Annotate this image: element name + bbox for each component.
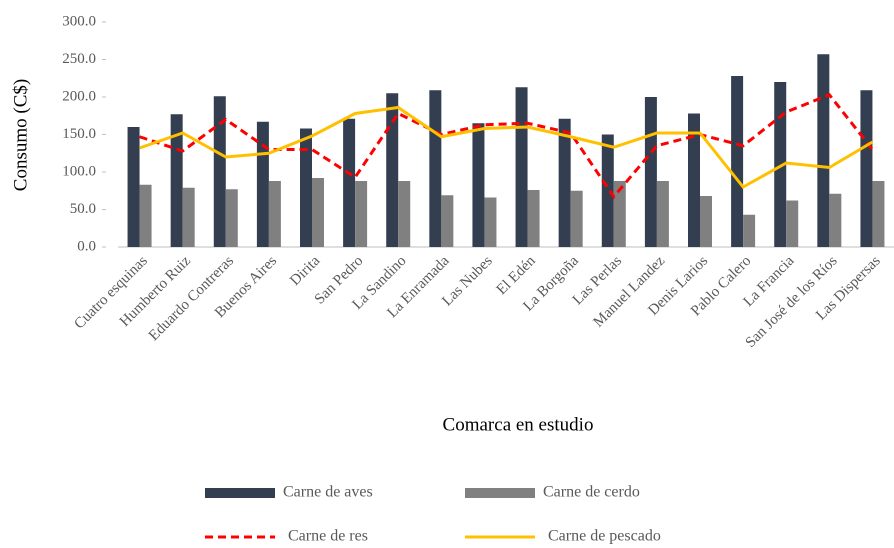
y-tick-label: 200.0 (62, 88, 96, 104)
bar (268, 181, 281, 247)
bar (688, 113, 700, 247)
line (139, 105, 874, 189)
bar (386, 93, 399, 247)
bar (656, 181, 669, 247)
legend-label: Carne de aves (283, 484, 373, 501)
bar (644, 97, 657, 247)
bar (817, 54, 830, 247)
bar (570, 190, 583, 247)
x-tick-label: Cuatro esquinas (71, 253, 150, 332)
legend-label: Carne de cerdo (543, 484, 640, 501)
bar (527, 190, 540, 247)
bar (484, 197, 497, 247)
bar (743, 214, 756, 247)
bar (343, 118, 356, 247)
bar (355, 181, 368, 247)
bar (213, 96, 226, 247)
y-axis-title: Consumo (C$) (10, 79, 31, 191)
y-tick-label: 50.0 (70, 201, 96, 217)
bar (256, 121, 269, 247)
bar (872, 181, 885, 247)
bar (312, 178, 324, 247)
bar (860, 90, 873, 247)
bar (601, 134, 614, 247)
bar (515, 87, 528, 247)
bar (558, 118, 571, 247)
bar (613, 181, 626, 247)
line (139, 92, 874, 200)
bar (731, 76, 744, 247)
bar (774, 82, 787, 247)
bar (829, 193, 842, 247)
legend-swatch (205, 488, 275, 498)
bar (182, 187, 195, 247)
bar (225, 189, 238, 247)
bar (300, 128, 312, 247)
bar (472, 123, 485, 247)
y-tick-label: 0.0 (77, 238, 96, 254)
bar (170, 114, 183, 247)
x-axis-title: Comarca en estudio (443, 414, 594, 435)
x-tick-label: Dirita (287, 253, 323, 289)
bar (139, 184, 152, 247)
bar (429, 90, 442, 247)
bar (441, 195, 454, 247)
y-tick-label: 250.0 (62, 51, 96, 67)
y-tick-label: 100.0 (62, 163, 96, 179)
bar (786, 200, 799, 247)
bar (127, 127, 140, 247)
bar (398, 181, 411, 247)
legend-swatch (465, 488, 535, 498)
y-tick-label: 300.0 (62, 13, 96, 29)
bar (700, 196, 712, 247)
y-tick-label: 150.0 (62, 126, 96, 142)
legend-label: Carne de pescado (548, 528, 661, 545)
legend-label: Carne de res (288, 528, 368, 545)
